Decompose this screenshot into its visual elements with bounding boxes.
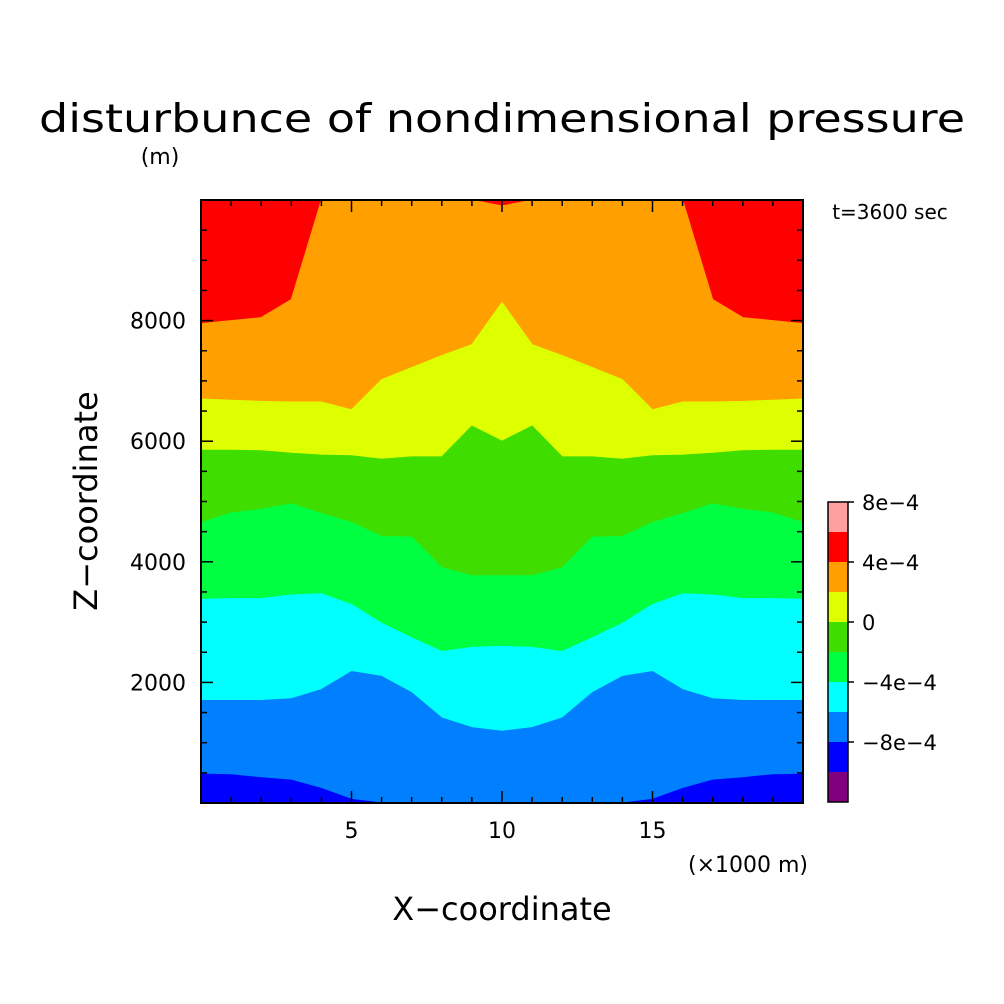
colorbar-label: −4e−4 <box>862 671 937 695</box>
colorbar-swatch <box>828 502 848 532</box>
x-unit-label: (×1000 m) <box>688 853 808 878</box>
y-axis-ticks: 2000 4000 6000 8000 <box>130 229 803 774</box>
colorbar: −8e−4 −4e−4 0 4e−4 8e−4 <box>827 491 937 803</box>
chart-title: disturbunce of nondimensional pressure <box>39 97 965 142</box>
colorbar-swatch <box>828 592 848 622</box>
colorbar-swatch <box>828 532 848 562</box>
colorbar-swatch <box>828 682 848 712</box>
y-tick-label: 2000 <box>130 671 186 696</box>
band-level-2 <box>201 671 803 803</box>
colorbar-label: 0 <box>862 611 875 635</box>
x-tick-label: 5 <box>345 819 359 844</box>
colorbar-swatch <box>828 772 848 802</box>
colorbar-swatch <box>828 622 848 652</box>
x-tick-label: 10 <box>488 819 516 844</box>
colorbar-swatch <box>828 652 848 682</box>
x-axis-ticks: 5 10 15 <box>230 200 774 844</box>
y-axis-label: Z−coordinate <box>67 391 105 610</box>
y-tick-label: 4000 <box>130 551 186 576</box>
x-tick-label: 15 <box>639 819 667 844</box>
colorbar-label: −8e−4 <box>862 731 937 755</box>
colorbar-swatch <box>828 712 848 742</box>
plot-area <box>201 200 803 803</box>
x-axis-label: X−coordinate <box>392 890 611 928</box>
y-unit-label: (m) <box>141 145 180 170</box>
y-tick-label: 8000 <box>130 310 186 335</box>
time-label: t=3600 sec <box>832 200 948 224</box>
colorbar-label: 4e−4 <box>862 551 919 575</box>
colorbar-swatch <box>828 742 848 772</box>
y-tick-label: 6000 <box>130 430 186 455</box>
colorbar-label: 8e−4 <box>862 491 919 515</box>
colorbar-swatch <box>828 562 848 592</box>
colorbar-frame <box>827 501 849 803</box>
